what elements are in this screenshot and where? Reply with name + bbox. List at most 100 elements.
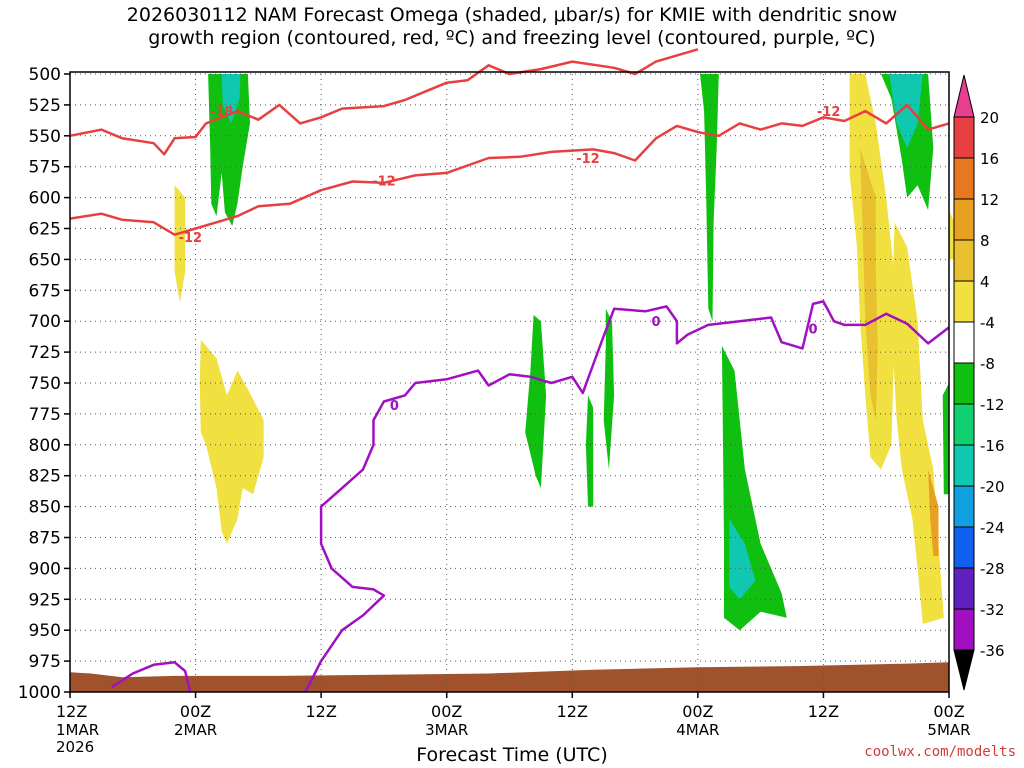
y-tick-label-725: 725 <box>29 343 61 363</box>
omega-region-4 <box>729 519 756 600</box>
y-tick-label-1000: 1000 <box>18 683 61 703</box>
colorbar-band-10 <box>953 526 975 569</box>
colorbar-band-9 <box>953 485 975 528</box>
colorbar-label-12: -32 <box>980 601 1005 619</box>
colorbar-label-11: -28 <box>980 560 1005 578</box>
contour-lines <box>69 48 950 693</box>
colorbar-label-5: -4 <box>980 314 995 332</box>
y-tick-label-950: 950 <box>29 621 61 641</box>
x-tick-label-24: 12Z <box>305 702 336 721</box>
chart-title-line2: growth region (contoured, red, ºC) and f… <box>148 27 876 49</box>
y-tick-label-650: 650 <box>29 250 61 270</box>
omega-region-17 <box>949 210 955 260</box>
colorbar-band-3 <box>953 239 975 282</box>
contour-label-4: -12 <box>817 105 841 120</box>
x-tick-label-0: 12Z <box>56 702 87 721</box>
omega-region-16 <box>928 469 939 556</box>
y-tick-label-525: 525 <box>29 96 61 116</box>
omega-region-15 <box>860 148 878 421</box>
colorbar-label-4: 4 <box>980 273 990 291</box>
omega-region-10 <box>942 383 949 495</box>
colorbar-label-2: 12 <box>980 191 999 209</box>
x-tick-label-36: 00Z <box>431 702 462 721</box>
y-tick-label-925: 925 <box>29 590 61 610</box>
x-tick-label-60: 00Z <box>682 702 713 721</box>
freezing-level-line-2 <box>111 661 192 693</box>
colorbar-band-11 <box>953 567 975 610</box>
y-tick-label-600: 600 <box>29 189 61 209</box>
x-tick-label-48: 12Z <box>557 702 588 721</box>
x-tick-label-72: 12Z <box>808 702 839 721</box>
y-tick-label-975: 975 <box>29 652 61 672</box>
colorbar-band-4 <box>953 280 975 323</box>
colorbar-label-13: -36 <box>980 642 1005 660</box>
omega-shading <box>174 74 955 631</box>
omega-region-14 <box>891 222 944 625</box>
x-tick-day-12: 2MAR <box>174 721 217 739</box>
chart-title-line1: 2026030112 NAM Forecast Omega (shaded, μ… <box>126 4 898 26</box>
isotherm-line-0 <box>69 48 699 156</box>
contour-label-5: 0 <box>390 399 399 414</box>
x-tick-day-36: 3MAR <box>425 721 468 739</box>
x-tick-label-84: 00Z <box>933 702 964 721</box>
colorbar-band-12 <box>953 608 975 651</box>
colorbar-label-7: -12 <box>980 396 1005 414</box>
y-tick-label-900: 900 <box>29 559 61 579</box>
contour-label-2: -12 <box>372 174 396 189</box>
omega-region-1 <box>221 74 241 124</box>
omega-region-7 <box>585 395 594 507</box>
y-tick-label-850: 850 <box>29 498 61 518</box>
y-tick-label-825: 825 <box>29 467 61 487</box>
omega-region-5 <box>525 315 547 489</box>
colorbar-band-0 <box>953 116 975 159</box>
contour-label-0: -18 <box>210 105 234 120</box>
x-tick-day-0: 1MAR <box>56 721 99 739</box>
y-tick-label-550: 550 <box>29 127 61 147</box>
isotherm-line-1 <box>69 103 950 236</box>
colorbar: 20 16 12 8 4 -4 -8 -12 -16 -20 -24 -28 -32 -36 <box>953 74 1005 691</box>
y-tick-label-775: 775 <box>29 405 61 425</box>
y-tick-label-700: 700 <box>29 312 61 332</box>
y-tick-label-800: 800 <box>29 436 61 456</box>
colorbar-band-2 <box>953 198 975 241</box>
x-tick-day-84: 5MAR <box>927 721 970 739</box>
contour-label-6: 0 <box>651 315 660 330</box>
y-tick-label-500: 500 <box>29 65 61 85</box>
x-tick-year-0: 2026 <box>56 738 94 756</box>
omega-region-9 <box>889 74 923 149</box>
plot-frame <box>69 71 950 693</box>
contour-label-3: -12 <box>576 152 600 167</box>
colorbar-bottom-arrow <box>953 649 975 691</box>
y-tick-label-875: 875 <box>29 529 61 549</box>
colorbar-label-8: -16 <box>980 437 1005 455</box>
colorbar-band-1 <box>953 157 975 200</box>
colorbar-band-5 <box>953 321 975 364</box>
colorbar-band-7 <box>953 403 975 446</box>
x-tick-day-60: 4MAR <box>676 721 719 739</box>
freezing-level-line-3 <box>304 300 950 693</box>
contour-label-7: 0 <box>808 323 817 338</box>
x-tick-label-12: 00Z <box>180 702 211 721</box>
colorbar-label-0: 20 <box>980 109 999 127</box>
omega-region-11 <box>174 185 186 303</box>
colorbar-label-3: 8 <box>980 232 990 250</box>
colorbar-label-9: -20 <box>980 478 1005 496</box>
y-tick-label-750: 750 <box>29 374 61 394</box>
colorbar-label-1: 16 <box>980 150 999 168</box>
colorbar-label-6: -8 <box>980 355 995 373</box>
colorbar-label-10: -24 <box>980 519 1005 537</box>
y-tick-label-575: 575 <box>29 158 61 178</box>
contour-label-1: -12 <box>179 231 203 246</box>
colorbar-band-8 <box>953 444 975 487</box>
contour-labels: -18 -12 -12 -12 -12 0 0 0 <box>179 105 841 414</box>
colorbar-band-6 <box>953 362 975 405</box>
chart-title: 2026030112 NAM Forecast Omega (shaded, μ… <box>0 4 1024 50</box>
omega-region-6 <box>603 308 615 470</box>
terrain-fill <box>70 662 949 692</box>
y-tick-label-675: 675 <box>29 281 61 301</box>
terrain-layer <box>70 662 949 692</box>
y-axis-ticks: 500 525 550 575 600 625 650 675 700 725 750 775 800 8… <box>18 65 70 703</box>
omega-region-12 <box>199 339 264 544</box>
